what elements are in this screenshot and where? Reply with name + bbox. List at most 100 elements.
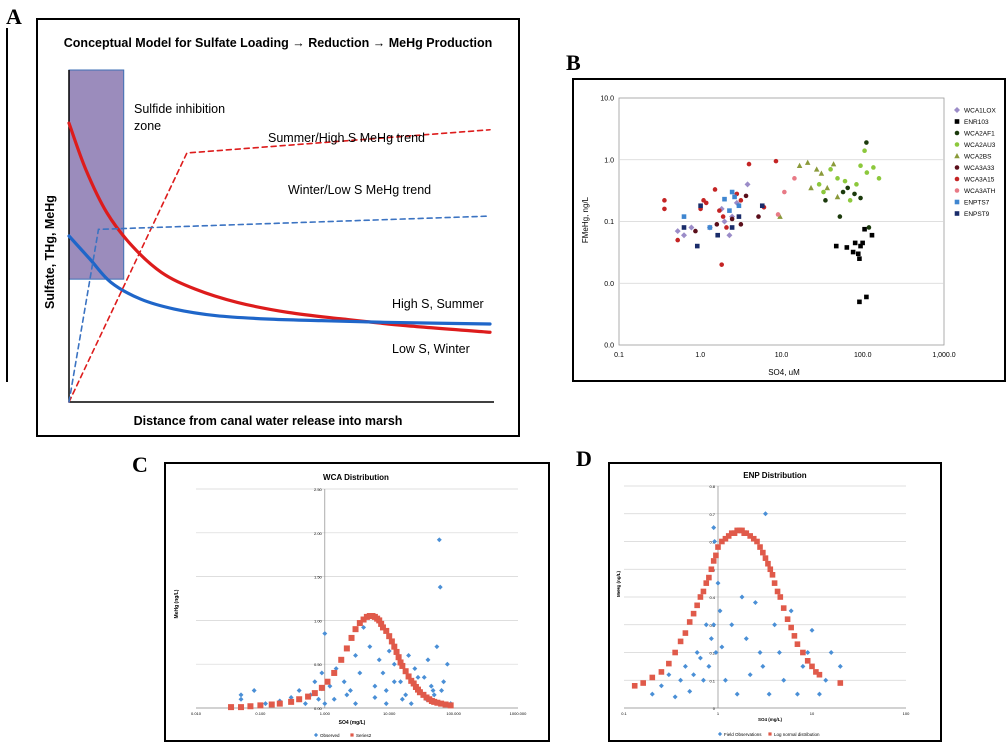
panel-b-point xyxy=(864,170,870,175)
panel-d-point xyxy=(666,672,672,678)
panel-b-point xyxy=(729,225,735,230)
panel-b-xtick: 0.1 xyxy=(614,352,624,359)
panel-d-point xyxy=(804,658,811,664)
panel-c-point xyxy=(399,696,405,702)
panel-d-point xyxy=(813,669,819,675)
panel-b-legend-marker xyxy=(954,165,960,170)
panel-b-point xyxy=(828,167,833,172)
panel-d-point xyxy=(837,663,843,669)
panel-d-point xyxy=(816,691,822,697)
panel-b-ylabel: FMeHg, ng/L xyxy=(581,196,590,243)
panel-d-point xyxy=(690,610,697,617)
panel-c-point xyxy=(420,691,427,698)
panel-d-point xyxy=(631,683,638,689)
panel-b-chart: SO4, uM FMeHg, ng/L 10.01.00.10.00.00.1 1… xyxy=(581,96,996,378)
panel-b-legend-label: WCA1LOX xyxy=(964,108,996,115)
panel-d-point xyxy=(765,560,771,567)
panel-d-point xyxy=(791,633,798,639)
panel-a-series-3 xyxy=(68,215,491,403)
panel-c-point xyxy=(343,645,350,652)
panel-c-point xyxy=(238,696,244,702)
panel-c-ytick: 1.00 xyxy=(314,618,323,623)
panel-c-point xyxy=(441,679,447,685)
panel-c-point xyxy=(331,696,337,702)
panel-c-legend-marker xyxy=(350,733,354,737)
panel-d-point xyxy=(682,630,689,636)
panel-b-point xyxy=(830,161,837,167)
panel-c-point xyxy=(430,688,436,693)
panel-c-point xyxy=(338,656,345,663)
panel-d-xtick: 0.1 xyxy=(621,711,627,716)
panel-b-point xyxy=(864,140,869,145)
panel-c-point xyxy=(439,688,445,693)
panel-d-ytick: 0.8 xyxy=(709,484,715,489)
panel-d-point xyxy=(722,677,728,683)
panel-d-point xyxy=(649,691,655,697)
panel-d-ytick: 0.6 xyxy=(709,540,715,545)
panel-d-point xyxy=(771,580,778,586)
panel-c-point xyxy=(398,679,404,685)
panel-a-sulfide-zone xyxy=(68,69,125,280)
panel-d-point xyxy=(780,605,787,611)
panel-b-point xyxy=(714,222,720,227)
panel-c-point xyxy=(322,631,328,637)
panel-b-point xyxy=(845,185,851,191)
panel-a-frame: Conceptual Model for Sulfate Loading → R… xyxy=(36,18,520,437)
panel-c-ytick: 0.00 xyxy=(314,706,323,711)
panel-d-point xyxy=(728,530,735,536)
panel-b-legend-label: WCA3A15 xyxy=(964,177,995,184)
panel-d-ytick: 0.2 xyxy=(709,651,715,656)
panel-c-xtick: 100.000 xyxy=(446,711,461,716)
panel-d-point xyxy=(828,650,834,655)
panel-b-point xyxy=(727,208,732,213)
panel-d-point xyxy=(823,677,829,683)
panel-b-point xyxy=(719,262,724,267)
panel-c-point xyxy=(302,701,308,707)
panel-d-point xyxy=(750,535,757,542)
panel-b-point xyxy=(862,226,867,232)
panel-c-point xyxy=(318,684,325,691)
panel-b-point xyxy=(866,225,872,230)
panel-a-series-1 xyxy=(67,234,492,326)
panel-b-point xyxy=(662,206,667,212)
panel-d-point xyxy=(691,672,697,678)
panel-b-legend-label: ENPTS7 xyxy=(964,200,990,207)
panel-b-point xyxy=(852,240,858,246)
panel-c-point xyxy=(383,701,389,707)
panel-d-point xyxy=(649,674,656,681)
panel-d-point xyxy=(784,616,791,622)
panel-c-point xyxy=(305,693,312,700)
panel-c-point xyxy=(372,695,378,700)
panel-d-point xyxy=(772,622,778,628)
panel-d-point xyxy=(697,594,704,600)
panel-d-point xyxy=(729,622,735,628)
panel-b-xtick: 1,000.0 xyxy=(932,352,955,359)
panel-b-point xyxy=(777,213,783,219)
panel-c-point xyxy=(352,626,359,633)
panel-c-point xyxy=(436,537,442,543)
panel-d-ytick: 0.1 xyxy=(709,678,715,683)
panel-b-point xyxy=(759,203,765,209)
panel-d-point xyxy=(708,566,715,573)
panel-c-point xyxy=(412,666,418,672)
panel-b-point xyxy=(844,245,850,250)
panel-d-legend-label: Log normal distribution xyxy=(774,732,820,737)
panel-b-legend-marker xyxy=(954,130,960,136)
panel-b-point xyxy=(736,214,742,219)
panel-b-point xyxy=(808,184,814,191)
panel-d-xtick: 1 xyxy=(717,711,720,716)
panel-d-xtick: 10 xyxy=(810,711,815,716)
panel-b-legend-label: WCA2AU3 xyxy=(964,142,996,149)
panel-b-point xyxy=(717,208,722,213)
panel-d-point xyxy=(682,663,688,669)
panel-c-point xyxy=(296,696,303,703)
panel-b-legend-label: ENPST9 xyxy=(964,211,990,218)
panel-c-point xyxy=(276,700,283,707)
panel-d-point xyxy=(788,608,794,614)
panel-a-zone-label-line1: Sulfide inhibition xyxy=(134,102,225,116)
panel-b-point xyxy=(858,163,863,169)
panel-c-point xyxy=(353,652,358,658)
panel-c-point xyxy=(379,624,386,631)
panel-letter-d: D xyxy=(576,446,592,471)
panel-c-point xyxy=(431,698,438,705)
